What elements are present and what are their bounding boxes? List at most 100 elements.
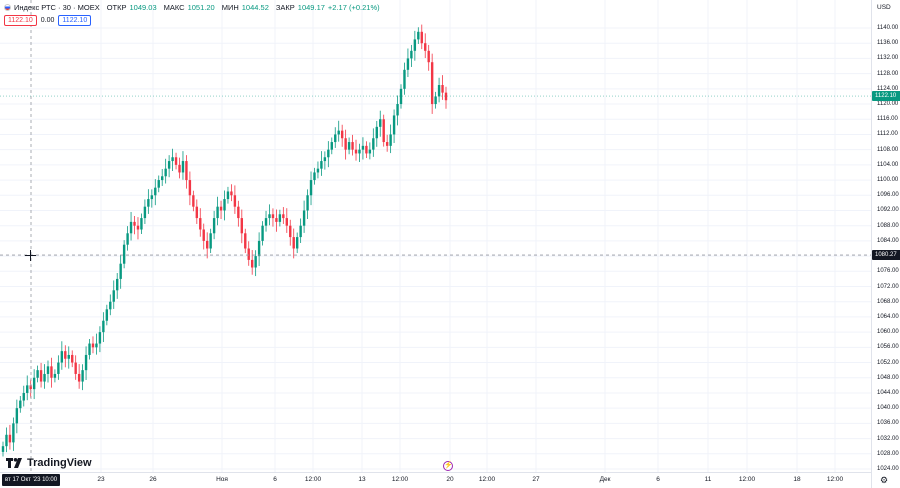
candle-body xyxy=(29,385,32,390)
candle-body xyxy=(275,218,278,222)
candle-body xyxy=(302,210,306,226)
candle-body xyxy=(396,104,399,116)
candle-body xyxy=(140,218,143,230)
time-tick-label: 26 xyxy=(149,476,157,483)
candle-body xyxy=(240,218,244,234)
candle-body xyxy=(39,370,43,382)
change-value: +2.17 (+0.21%) xyxy=(327,3,380,12)
currency-label[interactable]: USD xyxy=(877,4,891,11)
candle-body xyxy=(316,168,320,173)
candle-body xyxy=(278,214,282,222)
candle-body xyxy=(195,206,199,219)
candle-body xyxy=(53,373,57,378)
event-marker-icon[interactable]: ⚡ xyxy=(443,461,453,471)
price-tick-label: 1036.00 xyxy=(877,420,899,427)
candle-body xyxy=(285,218,288,226)
price-tick-label: 1024.00 xyxy=(877,466,899,472)
time-tick-label: 6 xyxy=(656,476,660,483)
candle-body xyxy=(417,31,420,40)
buy-button[interactable]: 1122.10 xyxy=(58,15,92,26)
candle-body xyxy=(105,309,109,321)
candle-body xyxy=(136,225,140,230)
settings-gear-icon[interactable]: ⚙ xyxy=(880,475,889,485)
price-tick-label: 1120.00 xyxy=(877,101,899,108)
candle-body xyxy=(313,172,316,181)
price-tick-label: 1116.00 xyxy=(877,116,898,123)
candle-body xyxy=(413,39,417,51)
time-tick-label: 27 xyxy=(532,476,540,483)
candle-body xyxy=(427,50,430,63)
price-chart[interactable] xyxy=(0,0,871,472)
spread-value: 0.00 xyxy=(40,17,55,24)
candle-body xyxy=(60,351,64,363)
candle-body xyxy=(143,206,147,219)
candle-body xyxy=(57,362,60,374)
candle-body xyxy=(358,149,361,154)
low-value: 1044.52 xyxy=(241,3,269,12)
price-tick-label: 1108.00 xyxy=(877,146,899,153)
candle-body xyxy=(444,92,448,101)
candle-body xyxy=(161,176,164,181)
time-tick-label: 12:00 xyxy=(826,476,844,483)
candle-body xyxy=(84,354,88,371)
time-tick-label: 20 xyxy=(446,476,454,483)
price-tick-label: 1064.00 xyxy=(877,313,899,320)
candle-body xyxy=(379,119,382,127)
candle-body xyxy=(171,157,174,162)
price-tick-label: 1096.00 xyxy=(877,192,899,199)
candle-body xyxy=(71,354,74,363)
candle-body xyxy=(119,263,122,279)
chart-area[interactable]: Индекс РТС · 30 · MOEX ОТКР 1049.03 МАКС 1… xyxy=(0,0,871,472)
tradingview-icon xyxy=(6,458,22,468)
candle-body xyxy=(5,434,8,447)
candle-body xyxy=(126,233,129,245)
candle-body xyxy=(420,31,423,44)
candle-body xyxy=(437,85,441,97)
candle-body xyxy=(268,214,271,219)
candle-body xyxy=(382,119,385,143)
candle-body xyxy=(254,256,257,268)
price-tick-label: 1132.00 xyxy=(877,55,899,62)
price-axis[interactable]: USD 1140.00 1136.00 1132.00 1128.00 1124.00 1… xyxy=(871,0,900,488)
candle-body xyxy=(250,259,254,268)
symbol-title[interactable]: Индекс РТС · 30 · MOEX xyxy=(14,3,100,12)
price-tick-label: 1056.00 xyxy=(877,344,899,351)
candle-body xyxy=(344,138,347,150)
candle-body xyxy=(406,58,410,70)
price-tick-label: 1072.00 xyxy=(877,283,899,290)
candle-body xyxy=(129,221,133,234)
time-tick-label: 6 xyxy=(273,476,277,483)
last-price-label: 1122.10 xyxy=(872,91,900,102)
low-label: МИН xyxy=(221,3,239,12)
candle-body xyxy=(181,161,185,173)
candle-body xyxy=(337,130,340,135)
price-tick-label: 1124.00 xyxy=(877,85,899,92)
candle-body xyxy=(102,320,105,333)
candle-body xyxy=(247,248,250,260)
candle-body xyxy=(212,218,216,234)
candle-body xyxy=(244,233,247,249)
price-tick-label: 1092.00 xyxy=(877,207,899,214)
candle-body xyxy=(199,218,202,230)
sell-button[interactable]: 1122.10 xyxy=(4,15,37,26)
candle-body xyxy=(223,199,226,211)
crosshair-cursor-icon xyxy=(25,250,36,261)
candle-body xyxy=(295,237,299,249)
candle-body xyxy=(372,138,375,150)
candle-body xyxy=(50,366,53,378)
candle-body xyxy=(410,50,413,59)
candle-body xyxy=(26,385,29,393)
candle-body xyxy=(441,85,444,93)
candle-body xyxy=(8,434,12,443)
candle-body xyxy=(403,69,406,89)
candle-body xyxy=(185,161,188,181)
candle-body xyxy=(150,195,154,200)
time-axis[interactable]: 23 26 Ноя 6 12:00 13 12:00 20 12:00 27 Дек 6 11 12:00… xyxy=(0,472,871,488)
price-tick-label: 1076.00 xyxy=(877,268,899,275)
time-tick-label: 23 xyxy=(97,476,105,483)
candle-body xyxy=(368,149,372,154)
candle-body xyxy=(202,229,205,241)
candle-body xyxy=(74,362,77,374)
tradingview-logo[interactable]: TradingView xyxy=(6,457,92,469)
candle-body xyxy=(306,195,309,211)
